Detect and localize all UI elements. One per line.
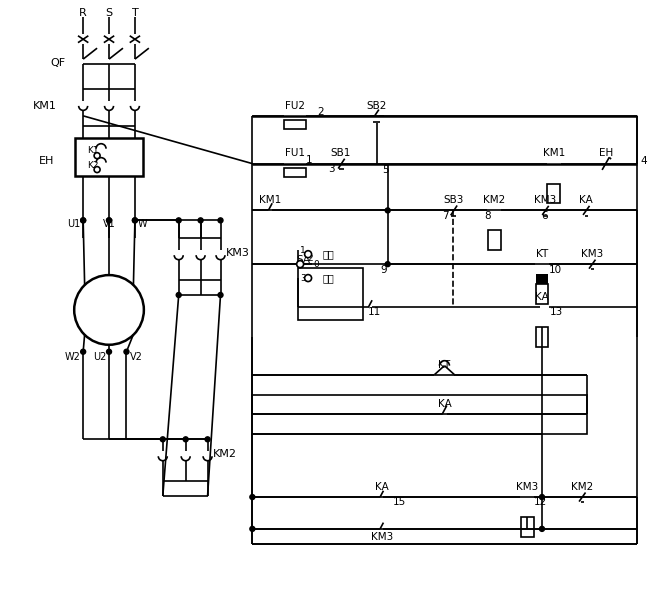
Text: W: W: [138, 219, 148, 230]
Bar: [521, 517, 533, 537]
Text: KT: KT: [438, 360, 451, 370]
Circle shape: [218, 218, 223, 223]
Circle shape: [81, 218, 86, 223]
Circle shape: [94, 166, 100, 173]
Circle shape: [106, 218, 112, 223]
Text: 15: 15: [393, 497, 406, 507]
Text: SB2: SB2: [367, 101, 387, 111]
Text: 9: 9: [380, 265, 387, 275]
Text: 10: 10: [549, 265, 562, 275]
Bar: [548, 183, 560, 204]
Circle shape: [385, 208, 390, 213]
Circle shape: [106, 349, 112, 354]
Text: K1: K1: [87, 146, 99, 155]
Text: 4: 4: [640, 156, 647, 166]
Text: KM3: KM3: [371, 532, 393, 542]
Text: 8: 8: [484, 211, 491, 221]
Circle shape: [539, 494, 544, 500]
Text: KM2: KM2: [571, 482, 593, 492]
Circle shape: [133, 218, 137, 223]
Text: KA: KA: [535, 292, 549, 302]
Text: R: R: [79, 8, 87, 18]
Text: S: S: [106, 8, 113, 18]
Text: KM2: KM2: [213, 449, 237, 459]
Text: KM1: KM1: [32, 101, 56, 111]
Text: V1: V1: [102, 219, 115, 230]
Text: 自动: 自动: [322, 249, 334, 259]
Text: KA: KA: [438, 399, 451, 409]
Text: KT: KT: [536, 249, 548, 259]
Circle shape: [160, 437, 165, 442]
Bar: [284, 120, 306, 129]
Bar: [298, 268, 363, 320]
Circle shape: [81, 349, 86, 354]
Text: 5: 5: [382, 165, 389, 175]
Text: V2: V2: [129, 352, 142, 362]
Text: 0: 0: [313, 260, 319, 268]
Text: SB1: SB1: [331, 148, 351, 158]
Circle shape: [250, 494, 255, 500]
Text: 2: 2: [307, 254, 313, 263]
Text: 2: 2: [317, 107, 323, 117]
Text: K2: K2: [87, 161, 98, 170]
Text: 7: 7: [442, 211, 449, 221]
Circle shape: [304, 251, 312, 258]
Text: T: T: [132, 8, 138, 18]
Text: KA: KA: [375, 482, 388, 492]
Text: KM2: KM2: [483, 195, 505, 205]
Bar: [75, 137, 143, 176]
Circle shape: [106, 218, 112, 223]
Circle shape: [133, 218, 137, 223]
Text: 6: 6: [542, 211, 548, 221]
Text: 3: 3: [328, 163, 335, 173]
Circle shape: [385, 261, 390, 267]
Text: KM1: KM1: [543, 148, 565, 158]
Bar: [535, 274, 548, 284]
Circle shape: [250, 526, 255, 532]
Circle shape: [205, 437, 210, 442]
Bar: [488, 230, 501, 250]
Text: FU2: FU2: [285, 101, 305, 111]
Circle shape: [304, 274, 312, 281]
Circle shape: [81, 218, 86, 223]
Text: 1: 1: [306, 155, 313, 165]
Text: KM3: KM3: [516, 482, 538, 492]
Text: 13: 13: [550, 307, 564, 317]
Bar: [284, 168, 306, 177]
Text: 11: 11: [368, 307, 381, 317]
Text: U1: U1: [67, 219, 80, 230]
Text: U2: U2: [92, 352, 106, 362]
Circle shape: [176, 293, 181, 297]
Text: KM3: KM3: [226, 248, 249, 258]
Circle shape: [198, 218, 203, 223]
Text: KA: KA: [579, 195, 592, 205]
Text: QF: QF: [50, 58, 65, 68]
Text: EH: EH: [39, 156, 54, 166]
Text: SA: SA: [296, 255, 310, 265]
Text: 3: 3: [300, 274, 306, 283]
Text: 1: 1: [300, 245, 306, 255]
Circle shape: [539, 526, 544, 532]
Bar: [535, 284, 548, 304]
Text: KM1: KM1: [259, 195, 281, 205]
Circle shape: [124, 349, 129, 354]
Bar: [253, 395, 586, 434]
Text: KM3: KM3: [534, 195, 556, 205]
Text: KM3: KM3: [581, 249, 603, 259]
Circle shape: [297, 261, 304, 268]
Text: 手动: 手动: [322, 273, 334, 283]
Bar: [535, 327, 548, 347]
Circle shape: [94, 153, 100, 159]
Text: EH: EH: [598, 148, 613, 158]
Text: 12: 12: [534, 497, 547, 507]
Circle shape: [218, 293, 223, 297]
Text: SB3: SB3: [443, 195, 464, 205]
Circle shape: [176, 218, 181, 223]
Circle shape: [183, 437, 188, 442]
Text: FU1: FU1: [285, 148, 305, 158]
Text: W2: W2: [64, 352, 80, 362]
